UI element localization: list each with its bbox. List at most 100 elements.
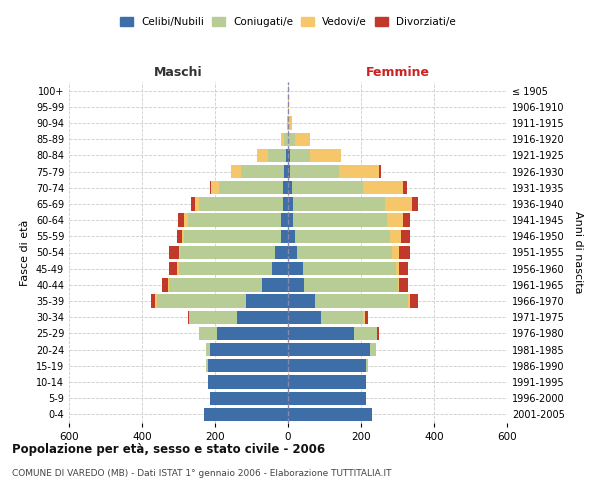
Bar (403, 214, 410, 227)
Bar (184, 230, 281, 243)
Bar (385, 198, 412, 210)
Bar (386, 214, 403, 227)
Bar (181, 246, 275, 259)
Bar (157, 294, 246, 308)
Bar (412, 198, 418, 210)
Bar (288, 343, 370, 356)
Bar (401, 230, 410, 243)
Bar (179, 262, 272, 276)
Bar (179, 246, 181, 259)
Bar (310, 148, 341, 162)
Bar (288, 359, 367, 372)
Bar (302, 262, 395, 276)
Bar (209, 343, 288, 356)
Bar (179, 214, 184, 227)
Bar (288, 214, 293, 227)
Text: Femmine: Femmine (365, 66, 430, 80)
Bar (169, 278, 262, 291)
Bar (403, 181, 407, 194)
Bar (237, 310, 288, 324)
Bar (395, 262, 400, 276)
Bar (410, 294, 418, 308)
Bar (288, 100, 289, 114)
Bar (176, 262, 179, 276)
Bar (217, 327, 288, 340)
Bar (288, 294, 316, 308)
Bar (211, 181, 218, 194)
Bar (365, 310, 368, 324)
Bar (379, 165, 381, 178)
Bar (286, 148, 288, 162)
Bar (288, 246, 297, 259)
Bar (288, 148, 290, 162)
Bar (292, 181, 363, 194)
Bar (151, 294, 155, 308)
Bar (232, 165, 241, 178)
Bar (209, 181, 211, 194)
Bar (400, 246, 410, 259)
Legend: Celibi/Nubili, Coniugati/e, Vedovi/e, Divorziati/e: Celibi/Nubili, Coniugati/e, Vedovi/e, Di… (116, 12, 460, 32)
Bar (167, 278, 169, 291)
Bar (275, 246, 288, 259)
Bar (398, 278, 400, 291)
Bar (262, 278, 288, 291)
Bar (195, 198, 199, 210)
Bar (199, 198, 283, 210)
Bar (155, 294, 157, 308)
Bar (297, 246, 392, 259)
Bar (281, 132, 284, 146)
Bar (288, 262, 302, 276)
Bar (288, 181, 292, 194)
Bar (288, 132, 295, 146)
Bar (293, 198, 385, 210)
Bar (287, 116, 288, 130)
Bar (400, 262, 409, 276)
Text: COMUNE DI VAREDO (MB) - Dati ISTAT 1° gennaio 2006 - Elaborazione TUTTITALIA.IT: COMUNE DI VAREDO (MB) - Dati ISTAT 1° ge… (12, 469, 392, 478)
Bar (284, 132, 288, 146)
Bar (321, 310, 363, 324)
Bar (293, 214, 386, 227)
Bar (268, 148, 286, 162)
Bar (295, 132, 310, 146)
Bar (400, 278, 409, 291)
Bar (288, 392, 367, 405)
Bar (304, 278, 398, 291)
Bar (199, 327, 217, 340)
Bar (283, 181, 288, 194)
Bar (377, 327, 379, 340)
Bar (392, 246, 400, 259)
Bar (206, 343, 209, 356)
Bar (206, 359, 208, 372)
Bar (246, 294, 288, 308)
Y-axis label: Anni di nascita: Anni di nascita (573, 211, 583, 294)
Bar (272, 262, 288, 276)
Bar (184, 214, 188, 227)
Text: Maschi: Maschi (154, 66, 203, 80)
Bar (288, 310, 321, 324)
Bar (288, 327, 354, 340)
Bar (208, 376, 288, 388)
Bar (162, 278, 167, 291)
Text: Popolazione per età, sesso e stato civile - 2006: Popolazione per età, sesso e stato civil… (12, 442, 325, 456)
Bar (176, 230, 182, 243)
Bar (284, 165, 288, 178)
Bar (354, 327, 377, 340)
Bar (281, 230, 288, 243)
Bar (288, 278, 304, 291)
Bar (390, 230, 401, 243)
Bar (290, 148, 310, 162)
Bar (208, 359, 288, 372)
Bar (190, 310, 237, 324)
Bar (204, 408, 288, 421)
Bar (188, 214, 281, 227)
Bar (218, 181, 283, 194)
Bar (409, 294, 410, 308)
Bar (288, 230, 295, 243)
Bar (339, 165, 379, 178)
Bar (288, 165, 290, 178)
Bar (257, 148, 268, 162)
Bar (370, 343, 376, 356)
Bar (182, 230, 184, 243)
Bar (241, 165, 284, 178)
Bar (288, 408, 372, 421)
